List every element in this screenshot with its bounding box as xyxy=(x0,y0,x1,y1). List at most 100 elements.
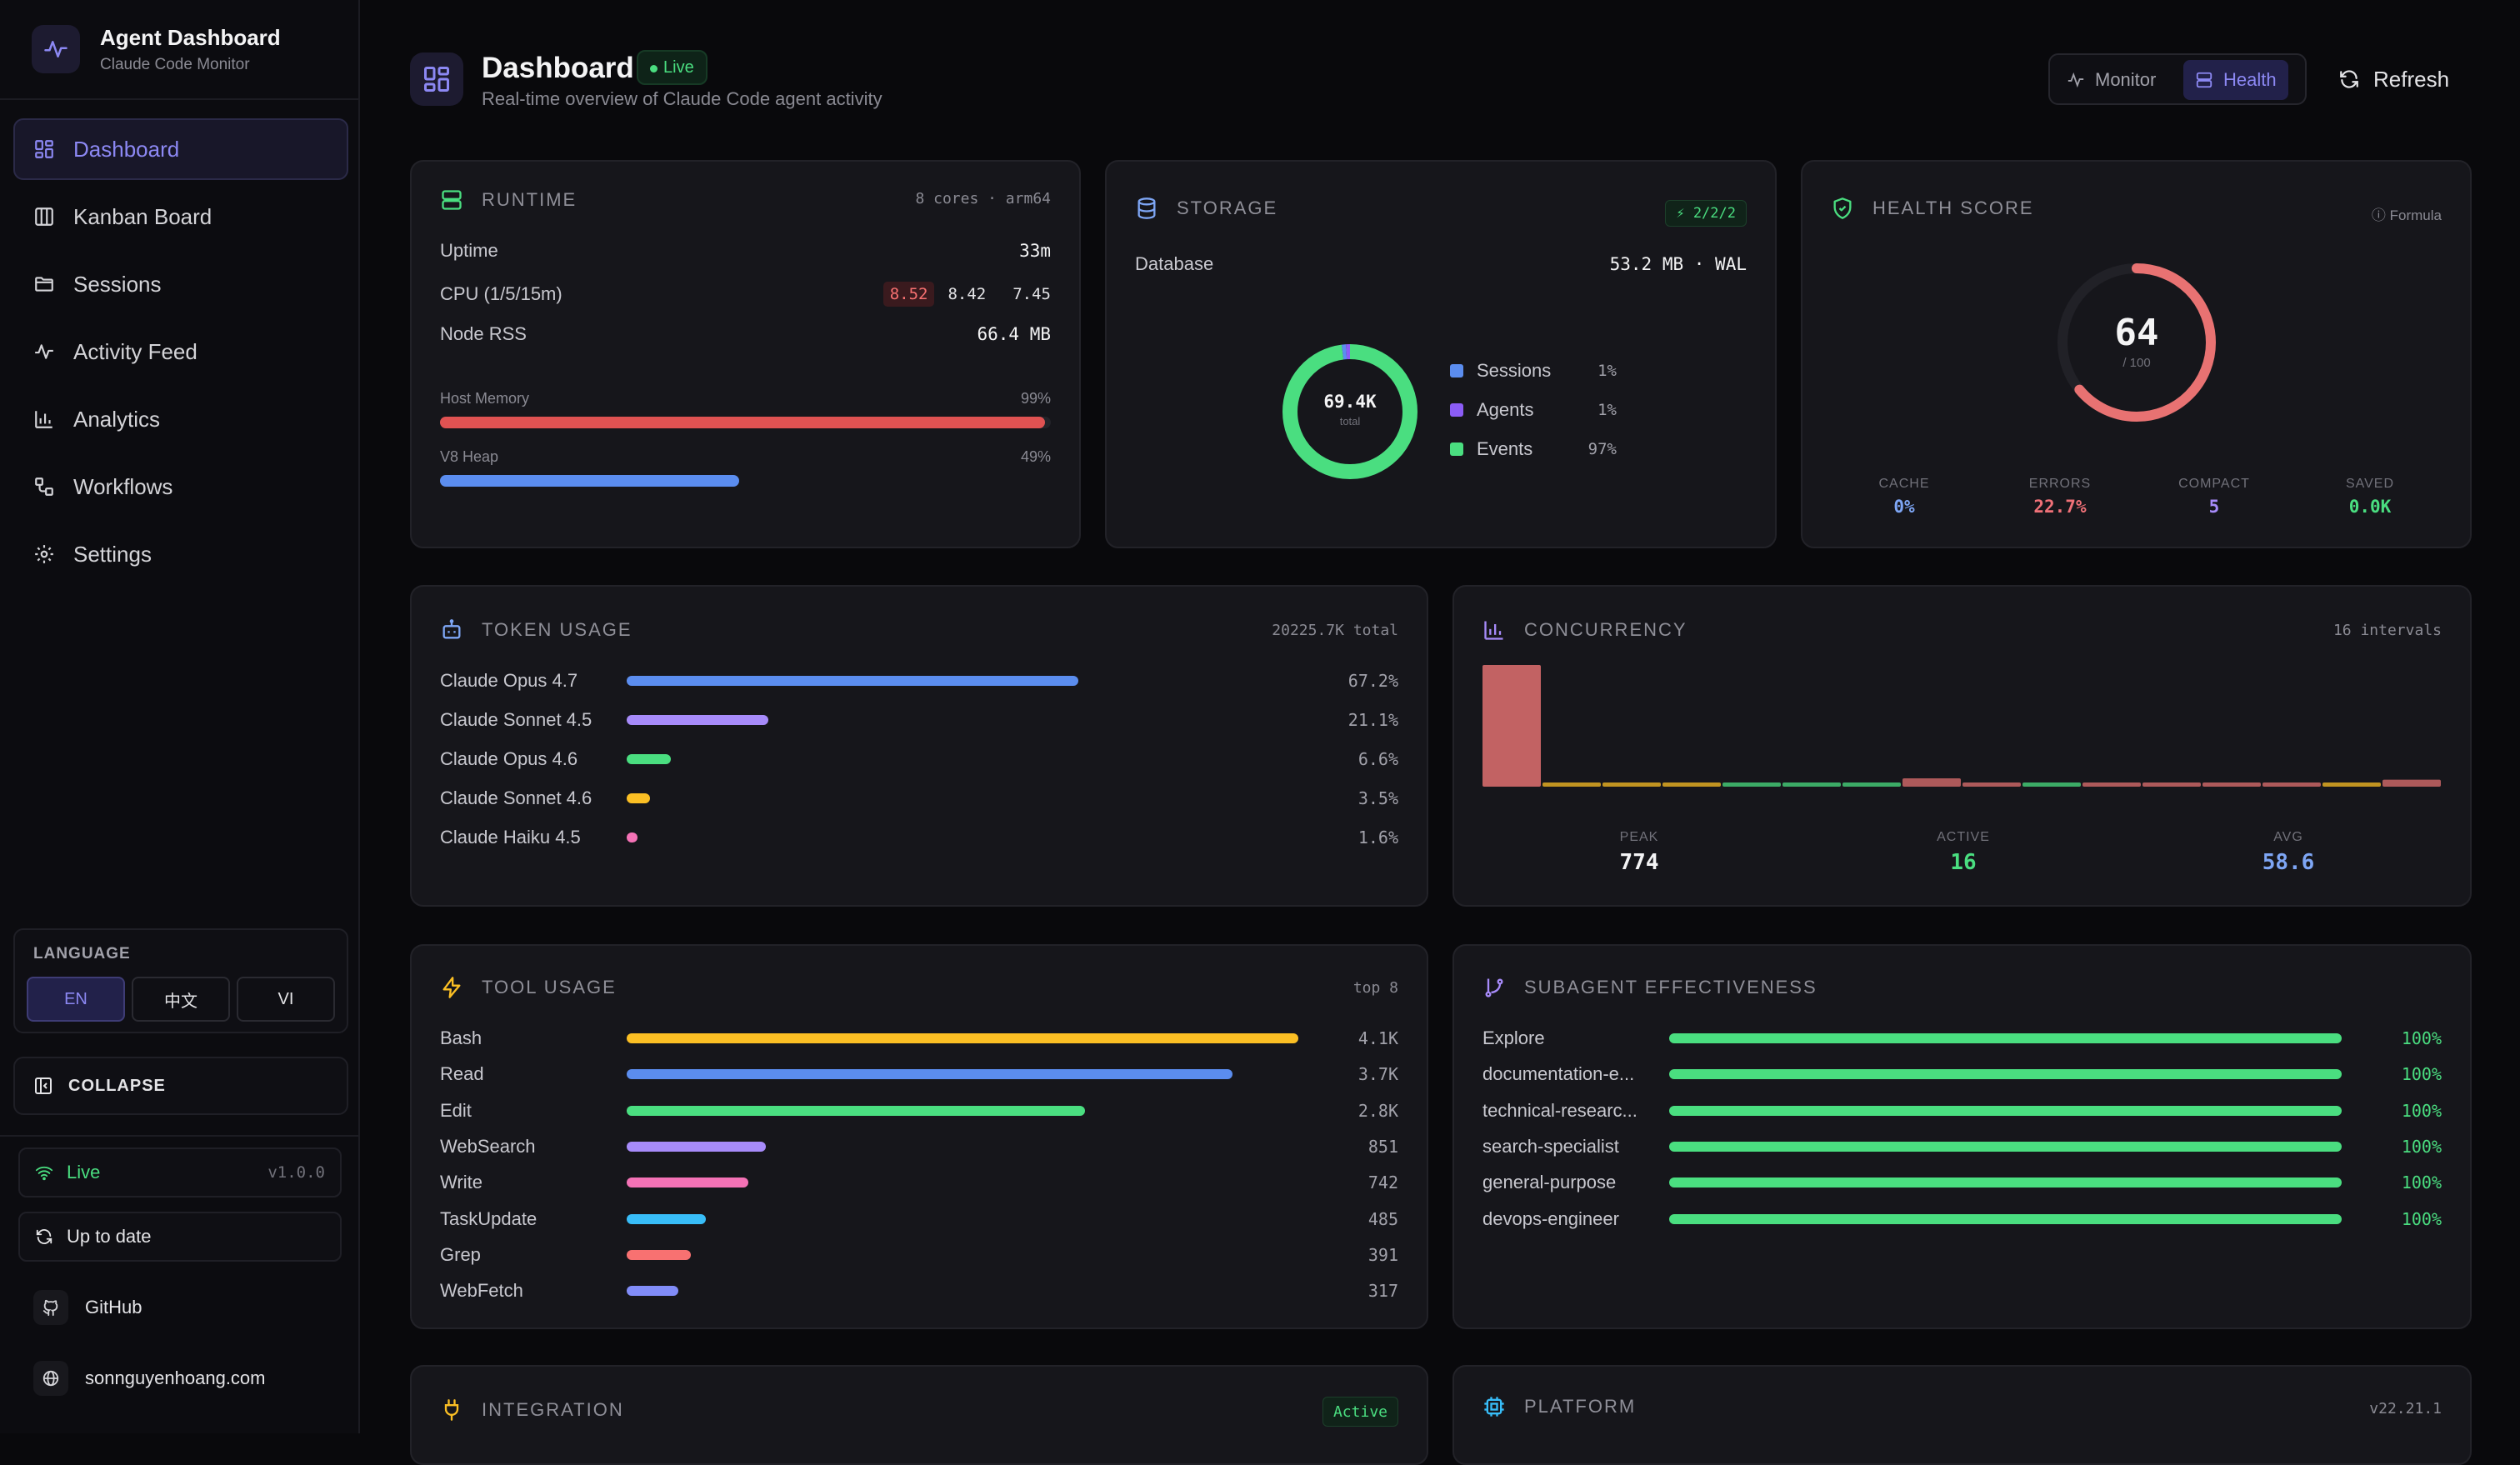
host-memory-fill xyxy=(440,417,1045,428)
monitor-tab[interactable]: Monitor xyxy=(2055,60,2168,100)
nav-sessions[interactable]: Sessions xyxy=(13,253,348,315)
update-status-button[interactable]: Up to date xyxy=(18,1212,342,1262)
tool-bar xyxy=(627,1033,1298,1043)
token-row: Claude Opus 4.6 6.6% xyxy=(440,747,1398,772)
refresh-button[interactable]: Refresh xyxy=(2338,62,2449,97)
nav-activity-feed[interactable]: Activity Feed xyxy=(13,321,348,382)
concurrency-bar xyxy=(1482,665,1541,787)
storage-legend: Sessions 1% Agents 1% Events 97% xyxy=(1450,358,1617,476)
model-name: Claude Sonnet 4.6 xyxy=(440,788,592,808)
token-pct: 3.5% xyxy=(1358,788,1398,808)
active-stat: ACTIVE 16 xyxy=(1937,830,1990,875)
health-stat-compact: COMPACT 5 xyxy=(2178,477,2250,517)
tool-bar-fill xyxy=(627,1213,707,1224)
nav-settings[interactable]: Settings xyxy=(13,523,348,585)
token-usage-card: TOKEN USAGE 20225.7K total Claude Opus 4… xyxy=(410,585,1428,907)
nav-label: Workflows xyxy=(73,473,173,499)
stat-value: 58.6 xyxy=(2262,850,2315,875)
card-header: RUNTIME xyxy=(440,188,577,212)
stat-value: 0% xyxy=(1893,497,1915,517)
nav-label: Kanban Board xyxy=(73,203,212,229)
cpu-load-15m: 7.45 xyxy=(1012,285,1051,303)
card-title: CONCURRENCY xyxy=(1524,619,1688,640)
subagent-bar-fill xyxy=(1669,1069,2342,1080)
subagent-name: technical-researc... xyxy=(1482,1099,1638,1121)
collapse-button[interactable]: COLLAPSE xyxy=(13,1057,348,1115)
gauge-center: 64 / 100 xyxy=(2054,312,2219,370)
legend-name: Events xyxy=(1477,438,1533,459)
model-name: Claude Opus 4.6 xyxy=(440,748,578,769)
tool-count: 391 xyxy=(1368,1244,1398,1265)
cpu-label: CPU (1/5/15m) xyxy=(440,283,562,304)
subagent-row: documentation-e... 100% xyxy=(1482,1062,2442,1087)
collapse-icon xyxy=(35,1078,52,1094)
lang-en-button[interactable]: EN xyxy=(27,977,125,1022)
card-header: CONCURRENCY xyxy=(1482,618,1688,642)
nav-kanban-board[interactable]: Kanban Board xyxy=(13,186,348,248)
tool-name: TaskUpdate xyxy=(440,1208,538,1229)
tools-meta: top 8 xyxy=(1352,979,1398,997)
tool-bar xyxy=(627,1141,1298,1152)
tool-name: WebSearch xyxy=(440,1135,536,1157)
nav-analytics[interactable]: Analytics xyxy=(13,388,348,450)
formula-link[interactable]: ⓘ Formula xyxy=(2371,208,2442,223)
stat-label: ACTIVE xyxy=(1937,830,1990,844)
subagent-row: search-specialist 100% xyxy=(1482,1134,2442,1159)
nav-workflows[interactable]: Workflows xyxy=(13,456,348,518)
card-title: STORAGE xyxy=(1177,198,1278,218)
tool-bar-fill xyxy=(627,1105,1086,1116)
card-header: HEALTH SCORE xyxy=(1831,197,2034,220)
branch-icon xyxy=(1485,978,1503,998)
concurrency-bar xyxy=(1602,782,1661,787)
legend-pct: 1% xyxy=(1598,401,1617,419)
tool-row: Read 3.7K xyxy=(440,1062,1398,1087)
avg-stat: AVG 58.6 xyxy=(2262,830,2315,875)
tool-name: Write xyxy=(440,1172,482,1193)
gauge-arc xyxy=(2058,263,2216,422)
language-selector: LANGUAGE EN 中文 VI xyxy=(13,928,348,1033)
subagent-bar xyxy=(1669,1033,2342,1043)
github-label: GitHub xyxy=(85,1297,142,1318)
health-tab[interactable]: Health xyxy=(2183,60,2288,100)
lang-vi-button[interactable]: VI xyxy=(237,977,335,1022)
stat-label: COMPACT xyxy=(2178,477,2250,491)
health-stat-errors: ERRORS 22.7% xyxy=(2029,477,2091,517)
activity-icon xyxy=(35,344,53,359)
tool-count: 851 xyxy=(1368,1136,1398,1157)
concurrency-bar xyxy=(1722,782,1781,787)
subagent-name: general-purpose xyxy=(1482,1172,1617,1193)
heap-fill xyxy=(440,475,740,487)
tool-name: WebFetch xyxy=(440,1280,523,1302)
lang-zh-button[interactable]: 中文 xyxy=(132,977,230,1022)
website-link[interactable]: sonnguyenhoang.com xyxy=(33,1361,266,1396)
view-toggle: Monitor Health xyxy=(2048,53,2307,105)
model-name: Claude Sonnet 4.5 xyxy=(440,709,592,730)
stat-value: 16 xyxy=(1950,850,1977,875)
token-row: Claude Sonnet 4.5 21.1% xyxy=(440,708,1398,732)
heap-label: V8 Heap xyxy=(440,448,499,465)
nav-dashboard[interactable]: Dashboard xyxy=(13,118,348,180)
token-bar-fill xyxy=(627,832,638,842)
connection-status: Live v1.0.0 xyxy=(18,1148,342,1198)
health-score: 64 xyxy=(2114,312,2159,354)
tool-name: Grep xyxy=(440,1243,481,1265)
tool-row: WebFetch 317 xyxy=(440,1278,1398,1303)
host-memory-row: Host Memory 99% xyxy=(440,390,1051,408)
github-icon xyxy=(33,1290,68,1325)
nav-label: Dashboard xyxy=(73,136,180,162)
token-bar xyxy=(627,754,1298,764)
github-link[interactable]: GitHub xyxy=(33,1290,142,1325)
database-row: Database 53.2 MB · WAL xyxy=(1135,253,1747,275)
rss-value: 66.4 MB xyxy=(977,324,1051,344)
interval-count: 16 intervals xyxy=(2332,622,2442,639)
subagent-bar-fill xyxy=(1669,1213,2342,1224)
concurrency-bar xyxy=(2382,779,2441,787)
app-subtitle: Claude Code Monitor xyxy=(100,55,250,73)
brand[interactable]: Agent Dashboard Claude Code Monitor xyxy=(32,25,281,73)
stat-label: CACHE xyxy=(1878,477,1930,491)
tool-count: 742 xyxy=(1368,1172,1398,1193)
host-memory-pct: 99% xyxy=(1020,390,1051,407)
uptime-label: Uptime xyxy=(440,240,498,261)
stat-value: 22.7% xyxy=(2033,497,2087,517)
activity-icon xyxy=(2068,72,2084,88)
